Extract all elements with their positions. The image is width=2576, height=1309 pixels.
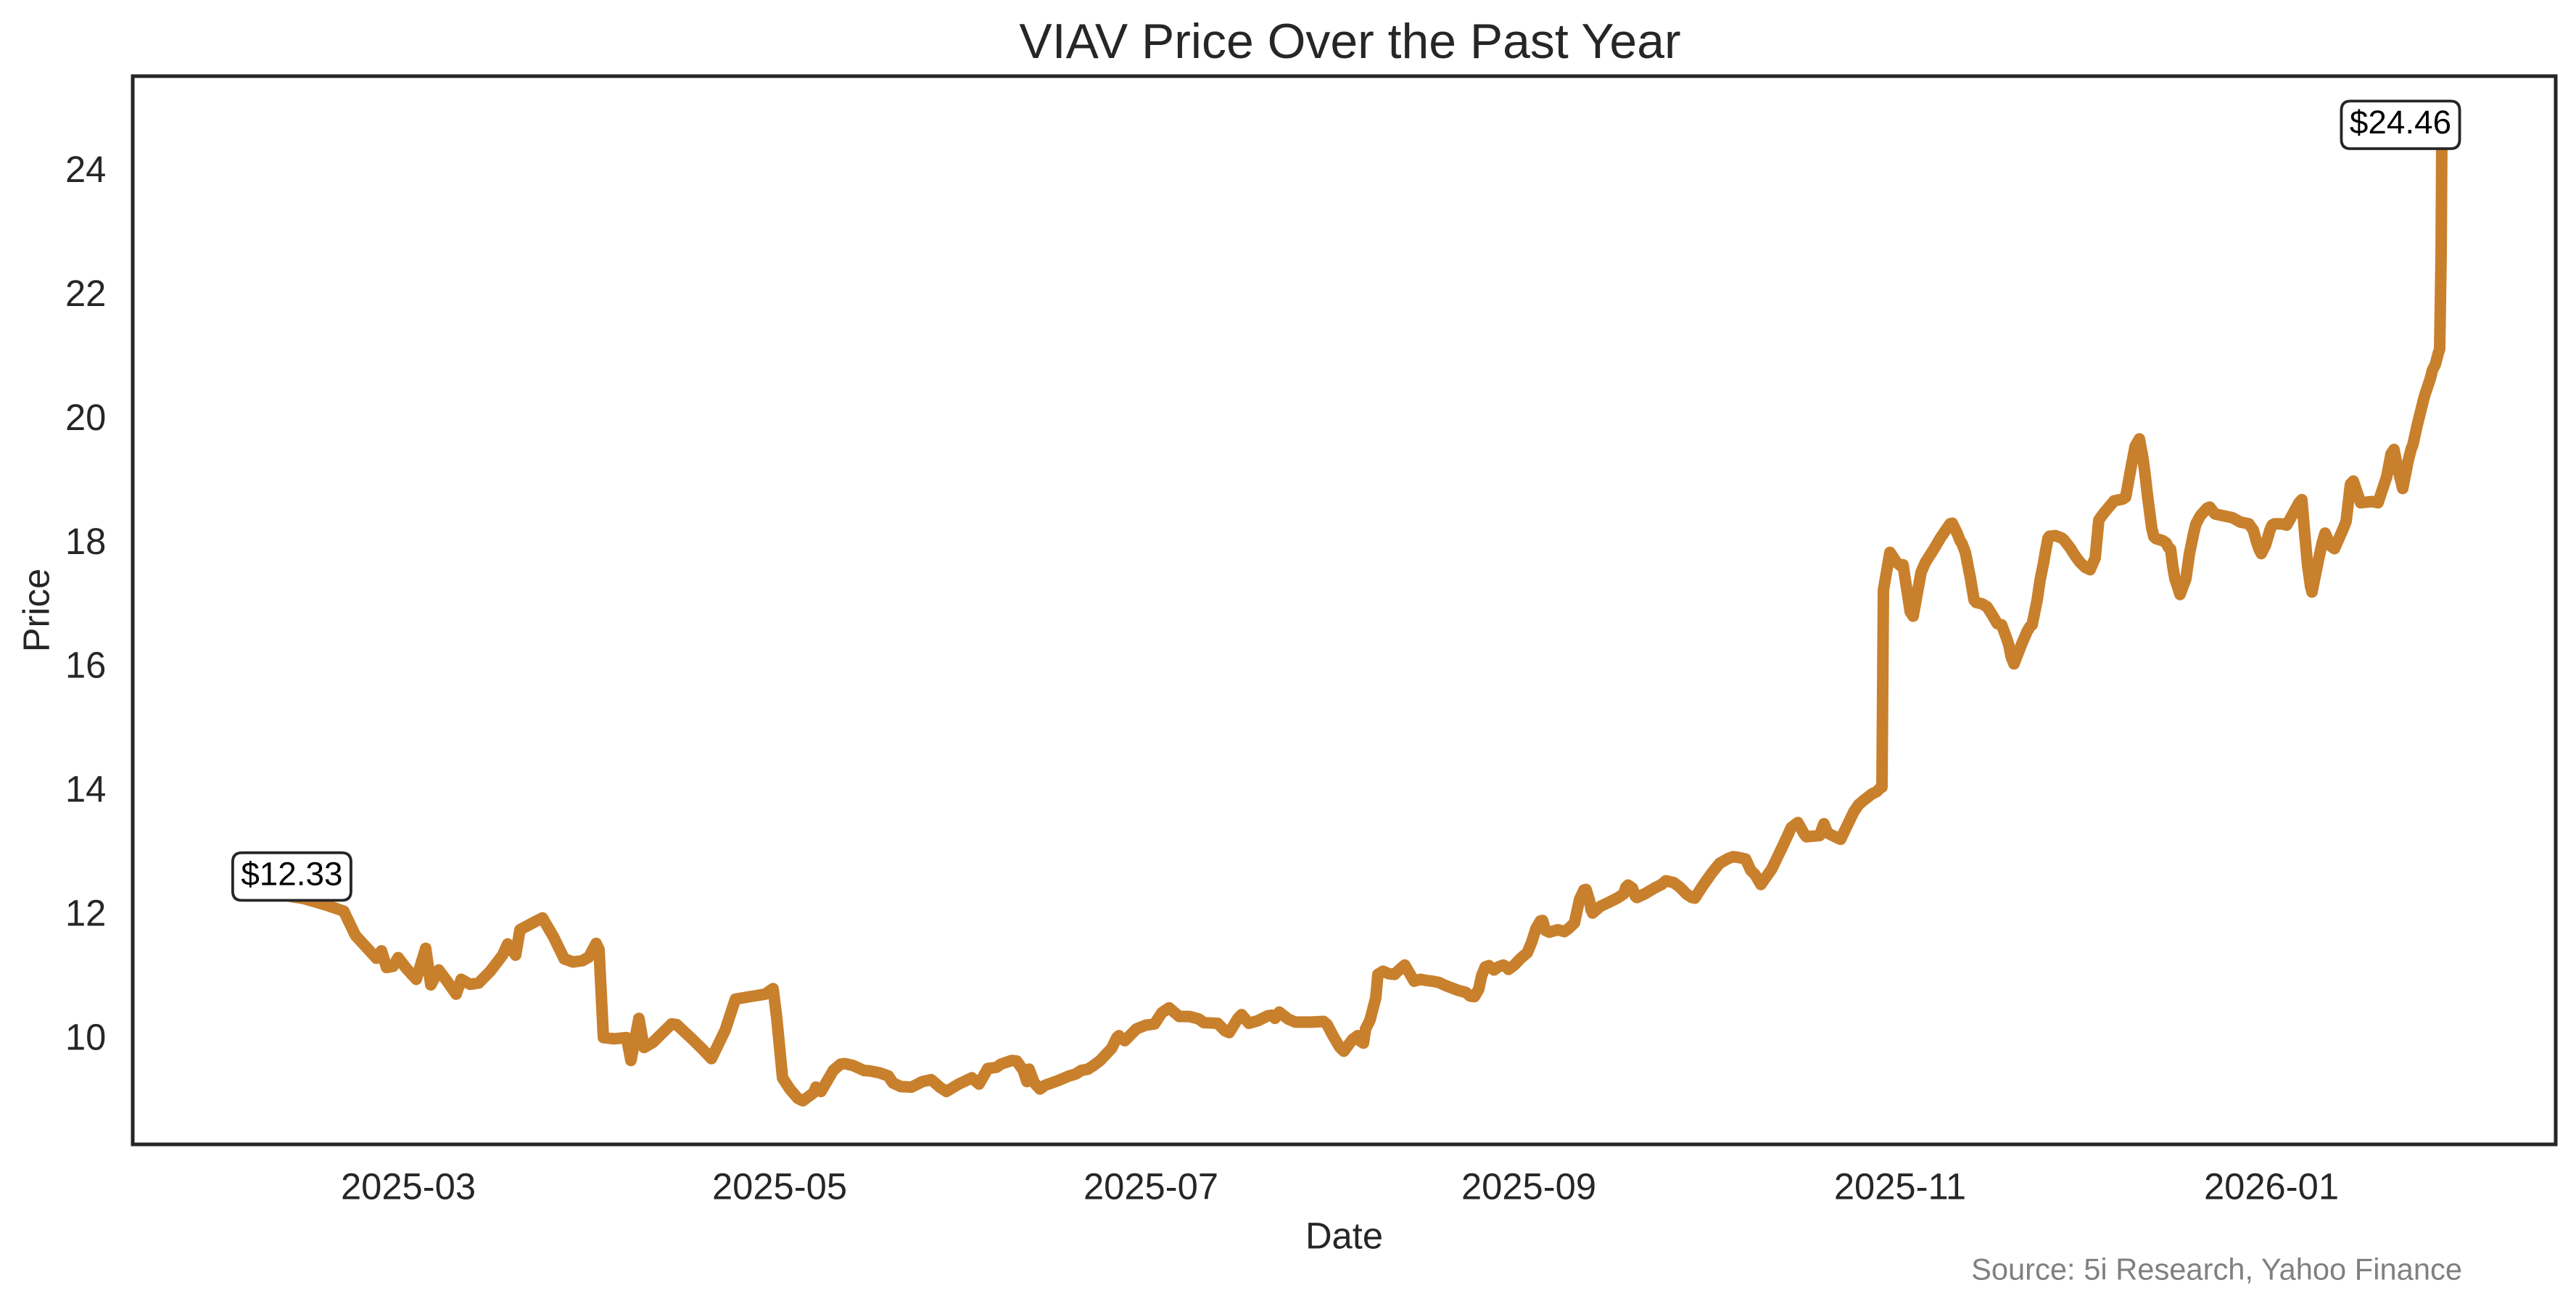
svg-text:2025-11: 2025-11 (1834, 1166, 1966, 1207)
svg-text:2025-05: 2025-05 (712, 1166, 847, 1207)
svg-text:Date: Date (1305, 1215, 1383, 1257)
svg-text:14: 14 (65, 769, 106, 810)
svg-text:VIAV Price Over the Past Year: VIAV Price Over the Past Year (1019, 15, 1680, 69)
svg-text:Source: 5i Research, Yahoo Fin: Source: 5i Research, Yahoo Finance (1971, 1252, 2462, 1286)
svg-text:Price: Price (16, 569, 57, 652)
svg-text:12: 12 (65, 892, 106, 933)
svg-text:20: 20 (65, 397, 106, 438)
svg-text:2025-07: 2025-07 (1083, 1166, 1218, 1207)
svg-text:$12.33: $12.33 (241, 856, 342, 893)
svg-text:22: 22 (65, 273, 106, 314)
svg-text:18: 18 (65, 521, 106, 562)
svg-text:10: 10 (65, 1016, 106, 1057)
svg-text:2025-09: 2025-09 (1461, 1166, 1596, 1207)
svg-text:2025-03: 2025-03 (341, 1166, 476, 1207)
svg-text:$24.46: $24.46 (2350, 104, 2451, 141)
svg-text:24: 24 (65, 149, 106, 190)
svg-text:2026-01: 2026-01 (2204, 1166, 2339, 1207)
svg-text:16: 16 (65, 645, 106, 686)
